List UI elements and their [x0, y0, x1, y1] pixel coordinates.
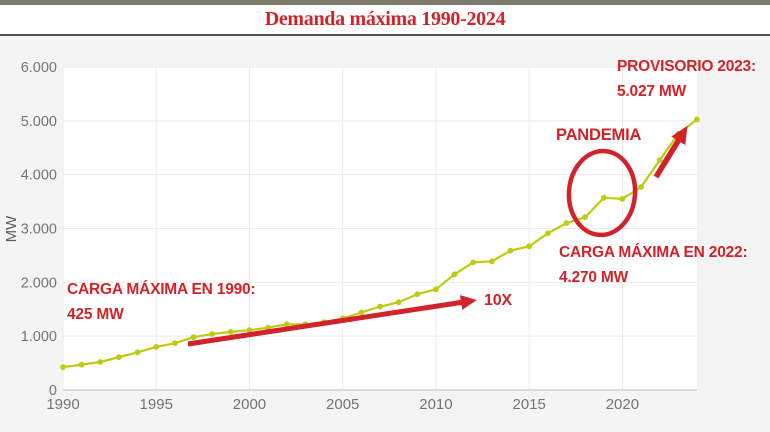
data-point [694, 116, 700, 123]
data-point [134, 349, 141, 356]
y-axis-label: MW [3, 215, 20, 243]
data-point [582, 214, 588, 221]
y-tick-label: 5.000 [21, 114, 57, 130]
data-point [414, 291, 421, 298]
title-bar: Demanda máxima 1990-2024 [0, 5, 770, 36]
chart-title: Demanda máxima 1990-2024 [264, 8, 506, 30]
annotation-carga-maxima-1990: CARGA MÁXIMA EN 1990: 425 MW [67, 277, 256, 327]
data-point [619, 196, 626, 202]
growth-10x-arrow [187, 295, 477, 347]
data-point [507, 247, 514, 254]
data-point [190, 334, 197, 341]
data-point [172, 340, 178, 347]
top-accent-bar [0, 0, 770, 5]
x-tick-label: 1990 [46, 396, 79, 413]
data-point [60, 364, 66, 370]
data-point [489, 258, 495, 265]
x-tick-label: 2010 [419, 396, 452, 413]
chart-canvas: 1990 1995 2000 2005 2010 2015 2020 0 1.000 2.000 3… [0, 36, 770, 432]
data-point [358, 309, 365, 316]
y-tick-label: 6.000 [21, 60, 57, 76]
annotation-provisorio-2023: PROVISORIO 2023: 5.027 MW [617, 54, 756, 104]
data-point [638, 184, 644, 190]
y-tick-label: 3.000 [21, 222, 57, 238]
data-point [526, 243, 533, 250]
x-tick-label: 2020 [606, 396, 639, 413]
y-tick-label: 2.000 [21, 275, 57, 291]
data-point [153, 344, 160, 350]
annotation-10x-multiplier: 10X [484, 288, 512, 313]
data-point [451, 271, 458, 278]
line-chart-svg: 1990 1995 2000 2005 2010 2015 2020 0 1.000 2.000 3… [21, 60, 700, 413]
y-tick-label: 0 [49, 383, 57, 399]
data-point [97, 359, 104, 365]
data-point [209, 331, 216, 337]
annotation-line: PANDEMIA [556, 126, 642, 144]
data-point [470, 259, 477, 266]
data-point [656, 157, 663, 164]
annotation-line: PROVISORIO 2023: [617, 58, 756, 75]
annotation-pandemia: PANDEMIA [556, 123, 641, 148]
provisorio-arrow [653, 125, 688, 179]
x-tick-label: 2015 [512, 396, 545, 413]
annotation-line: 5.027 MW [617, 83, 687, 100]
y-tick-label: 1.000 [21, 329, 57, 345]
data-point [246, 327, 253, 334]
data-point [78, 361, 85, 368]
data-point [265, 324, 271, 331]
data-point [600, 194, 607, 201]
data-point [433, 286, 439, 293]
data-point [395, 299, 402, 306]
data-point [544, 230, 551, 237]
annotation-line: CARGA MÁXIMA EN 2022: [559, 244, 748, 261]
annotation-line: CARGA MÁXIMA EN 1990: [67, 281, 256, 298]
data-point [227, 329, 234, 335]
data-point [377, 303, 383, 310]
data-point [116, 354, 122, 361]
x-tick-label: 1995 [140, 396, 173, 413]
pandemia-circle [566, 148, 638, 238]
x-tick-label: 2005 [326, 396, 359, 413]
data-point [675, 130, 682, 137]
annotation-carga-maxima-2022: CARGA MÁXIMA EN 2022: 4.270 MW [559, 240, 748, 290]
annotation-line: 4.270 MW [559, 269, 629, 286]
data-point [283, 321, 290, 328]
data-point [563, 220, 570, 227]
x-tick-label: 2000 [233, 396, 266, 413]
annotation-line: 10X [484, 292, 512, 309]
y-tick-label: 4.000 [21, 168, 57, 184]
annotation-line: 425 MW [67, 306, 124, 323]
